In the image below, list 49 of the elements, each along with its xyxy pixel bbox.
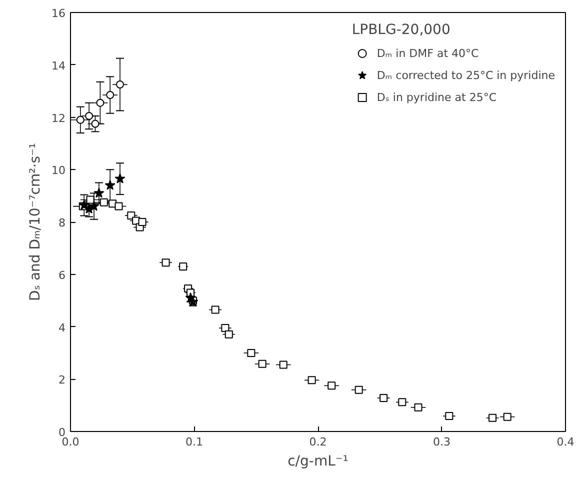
point	[414, 403, 422, 412]
y-tick-label: 12	[52, 112, 66, 125]
legend-label: Dₘ in DMF at 40°C	[376, 46, 479, 60]
point	[88, 200, 100, 211]
x-tick-label: 0.3	[433, 436, 451, 448]
point	[114, 173, 126, 184]
point	[108, 200, 117, 208]
point	[100, 198, 108, 206]
y-tick-label: 2	[58, 374, 66, 387]
point	[258, 360, 266, 368]
point	[94, 188, 104, 198]
point	[96, 98, 104, 107]
y-axis-title: Dₛ and Dₘ/10⁻⁷cm²·s⁻¹	[28, 143, 44, 301]
point	[114, 202, 123, 210]
point	[162, 258, 170, 267]
point	[488, 414, 496, 422]
y-tick-label: 6	[58, 268, 66, 282]
point	[445, 412, 454, 420]
x-tick-label: 0.2	[309, 436, 327, 448]
x-tick-label: 0.1	[186, 436, 204, 448]
point	[179, 262, 188, 271]
point	[398, 398, 406, 406]
point	[328, 382, 336, 390]
point	[91, 120, 100, 128]
legend-label: Dₛ in pyridine at 25°C	[376, 90, 496, 104]
point	[308, 376, 316, 384]
point	[138, 218, 146, 226]
legend-label: Dₘ corrected to 25°C in pyridine	[376, 68, 555, 82]
point	[76, 116, 84, 124]
point	[221, 324, 230, 332]
point	[247, 348, 256, 357]
y-tick-label: 4	[58, 321, 66, 334]
y-tick-label: 10	[52, 164, 66, 178]
point	[279, 360, 288, 369]
x-tick-label: 0.4	[556, 436, 574, 448]
point	[85, 112, 94, 120]
y-tick-label: 14	[52, 59, 66, 72]
y-tick-label: 16	[52, 7, 66, 20]
point	[104, 180, 116, 190]
point	[106, 91, 114, 99]
legend-title: LPBLG-20,000	[352, 22, 452, 38]
x-axis-title: c/g-mL⁻¹	[288, 454, 348, 470]
point	[380, 394, 388, 402]
y-tick-label: 8	[58, 216, 66, 230]
point	[224, 330, 233, 338]
point	[211, 306, 220, 314]
point	[503, 412, 512, 421]
point	[116, 80, 124, 89]
point	[354, 386, 363, 394]
